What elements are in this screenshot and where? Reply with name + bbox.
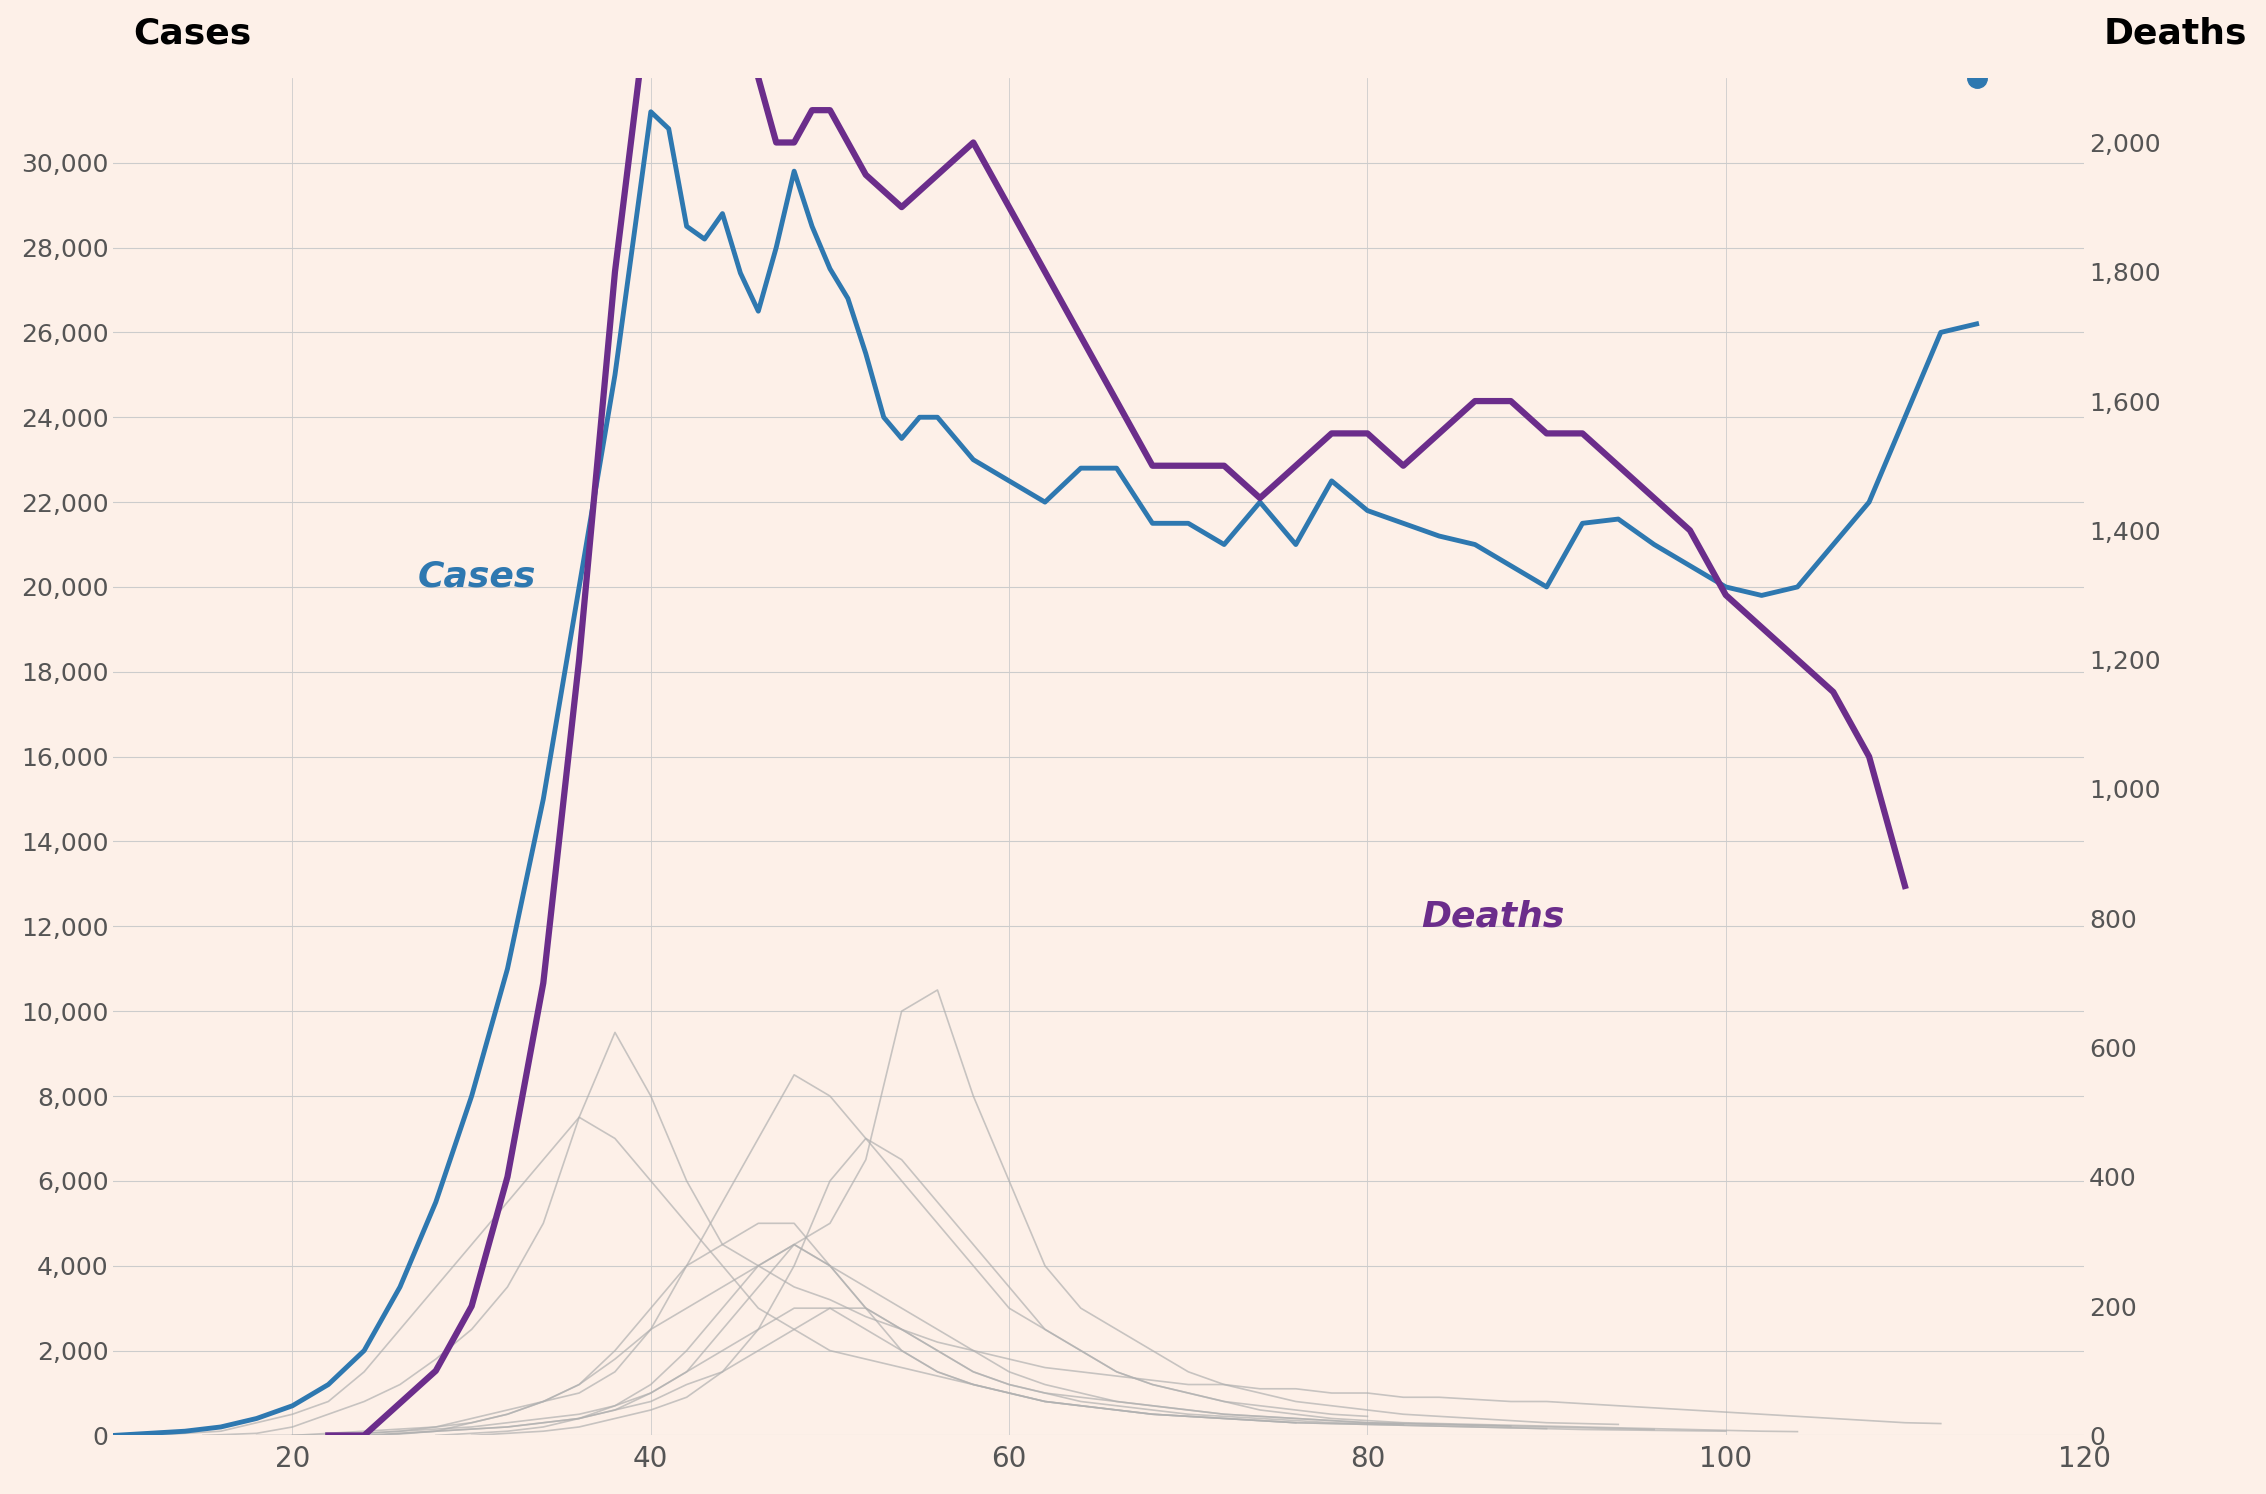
Text: Deaths: Deaths bbox=[1421, 899, 1564, 934]
Text: Deaths: Deaths bbox=[2103, 16, 2248, 51]
Text: Cases: Cases bbox=[417, 560, 537, 595]
Text: Cases: Cases bbox=[134, 16, 252, 51]
